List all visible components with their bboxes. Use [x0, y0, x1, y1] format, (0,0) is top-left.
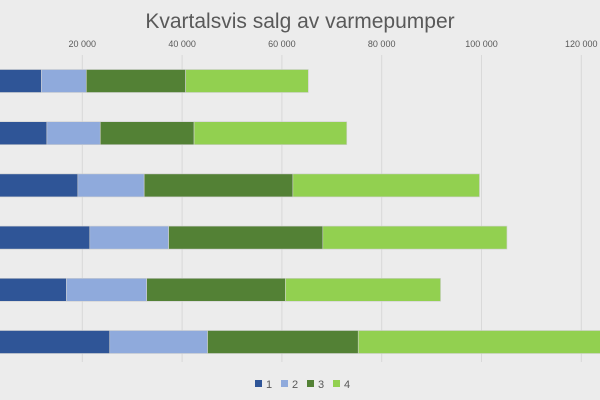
bar-segment-series-2 — [46, 121, 101, 145]
bar-segment-series-1 — [0, 121, 48, 145]
bar-segment-series-2 — [77, 173, 145, 198]
x-tick-label: 80 000 — [368, 39, 396, 49]
bar-segment-series-4 — [185, 69, 309, 93]
bar-segment-series-2 — [89, 225, 169, 250]
bar-segment-series-4 — [285, 277, 441, 302]
x-tick-label: 60 000 — [268, 39, 296, 49]
legend-label: 4 — [344, 379, 350, 391]
x-tick-label: 120 000 — [565, 39, 598, 49]
legend-label: 3 — [318, 379, 324, 391]
bar-segment-series-4 — [292, 173, 480, 198]
bar-segment-series-3 — [168, 225, 324, 250]
bar-segment-series-1 — [0, 277, 67, 302]
legend-label: 2 — [292, 379, 298, 391]
bar-segment-series-1 — [0, 173, 79, 198]
bar-segment-series-2 — [66, 277, 147, 302]
legend-swatch — [333, 380, 340, 387]
legend-swatch — [255, 380, 262, 387]
bar-segment-series-2 — [109, 330, 208, 354]
bar-segment-series-1 — [0, 330, 111, 354]
legend-label: 1 — [266, 379, 272, 391]
chart-title: Kvartalsvis salg av varmepumper — [145, 10, 454, 33]
bar-segment-series-3 — [99, 121, 195, 145]
x-tick-label: 20 000 — [69, 39, 97, 49]
bar-segment-series-2 — [41, 69, 87, 93]
bar-segment-series-1 — [0, 69, 42, 93]
bar-segment-series-3 — [85, 69, 186, 93]
bar-segment-series-4 — [322, 225, 508, 250]
x-tick-label: 40 000 — [168, 39, 196, 49]
bar-segment-series-3 — [143, 173, 294, 198]
bar-segment-series-3 — [207, 330, 359, 354]
legend-swatch — [307, 380, 314, 387]
legend-swatch — [281, 380, 288, 387]
bar-segment-series-3 — [146, 277, 286, 302]
x-tick-label: 100 000 — [465, 39, 498, 49]
bar-segment-series-1 — [0, 225, 91, 250]
bar-segment-series-4 — [357, 330, 600, 354]
bar-segment-series-4 — [193, 121, 348, 145]
